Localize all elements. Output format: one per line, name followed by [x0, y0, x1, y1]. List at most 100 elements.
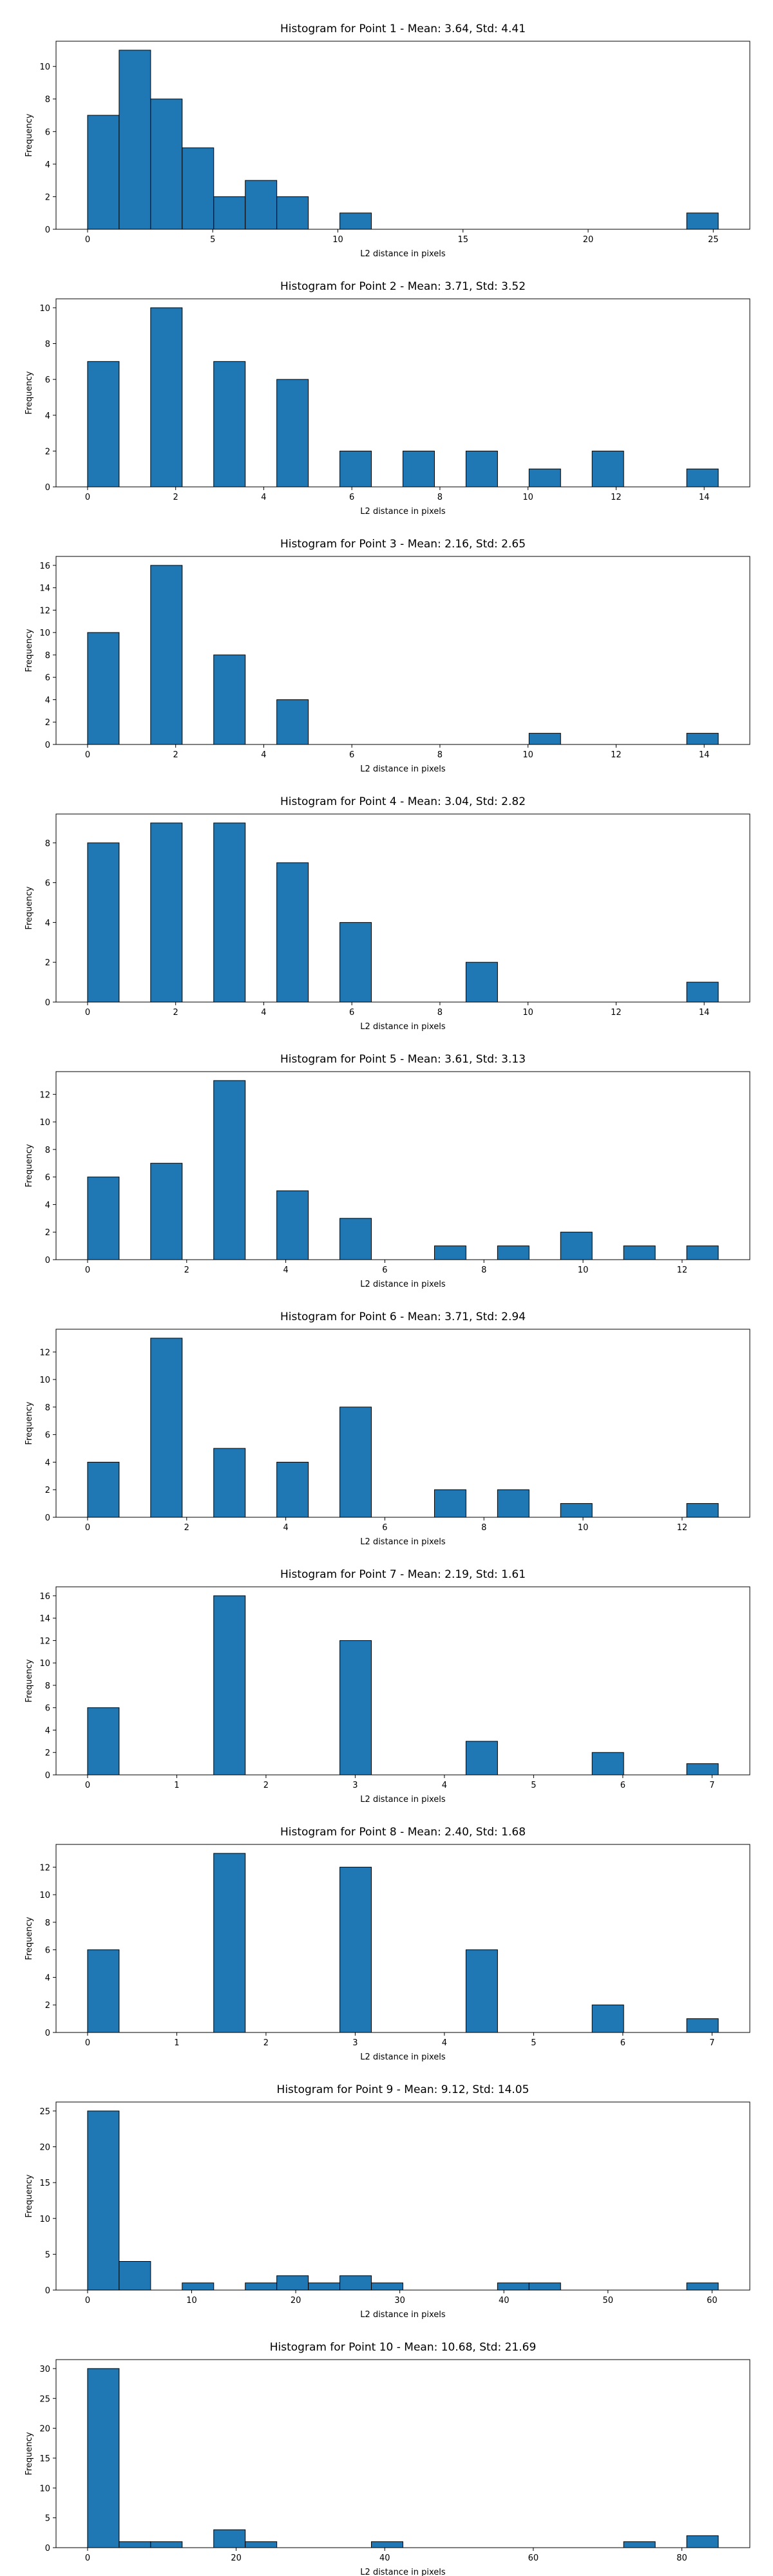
axes-frame [55, 2101, 750, 2291]
histogram-bar [686, 1763, 719, 1776]
chart-title: Histogram for Point 1 - Mean: 3.64, Std:… [280, 23, 526, 35]
histogram-bar [276, 196, 309, 230]
x-tick-label: 4 [261, 1008, 266, 1018]
histogram-bar [686, 1503, 719, 1518]
x-tick-label: 40 [379, 2553, 390, 2563]
histogram-bar [686, 981, 719, 1003]
histogram-bar [213, 196, 246, 230]
y-tick-label: 2 [45, 718, 50, 728]
x-tick-label: 10 [186, 2296, 197, 2306]
x-tick-label: 12 [677, 1523, 688, 1533]
x-tick-label: 10 [578, 1265, 589, 1275]
y-axis-label: Frequency [24, 629, 34, 672]
y-tick-label: 16 [39, 1592, 50, 1602]
histogram-bar [150, 99, 183, 230]
histogram-bar [87, 2110, 120, 2291]
histogram-bar [119, 50, 151, 230]
y-tick-label: 10 [39, 629, 50, 638]
x-tick-label: 4 [283, 1265, 288, 1275]
histogram-bar [87, 361, 120, 488]
x-tick-label: 6 [620, 2038, 625, 2048]
y-tick-label: 10 [39, 62, 50, 72]
histogram-bar [686, 1245, 719, 1260]
histogram-bar [276, 862, 309, 1003]
subplot: Histogram for Point 8 - Mean: 2.40, Std:… [24, 1826, 750, 2062]
x-tick-label: 40 [499, 2296, 510, 2306]
x-axis-label: L2 distance in pixels [360, 1537, 446, 1547]
histogram-bar [245, 2541, 278, 2548]
x-tick-label: 8 [437, 750, 443, 760]
y-tick-label: 12 [39, 1636, 50, 1646]
axes-frame [55, 813, 750, 1003]
histogram-bar [119, 2261, 151, 2291]
x-tick-label: 8 [437, 1008, 443, 1018]
y-tick-label: 8 [45, 340, 50, 350]
x-tick-label: 3 [352, 2038, 358, 2048]
histogram-bar [465, 1741, 498, 1776]
histogram-bar [213, 1448, 246, 1518]
histogram-bar [150, 307, 183, 488]
histogram-bar [150, 1162, 183, 1260]
y-tick-label: 0 [45, 1256, 50, 1265]
x-tick-label: 10 [522, 750, 533, 760]
y-axis-label: Frequency [24, 1401, 34, 1444]
y-tick-label: 2 [45, 1228, 50, 1238]
y-tick-label: 4 [45, 160, 50, 170]
histogram-bar [87, 1177, 120, 1260]
y-tick-label: 10 [39, 1376, 50, 1385]
histogram-bar [339, 213, 372, 230]
subplot: Histogram for Point 1 - Mean: 3.64, Std:… [24, 23, 750, 259]
x-tick-label: 4 [261, 493, 266, 502]
x-tick-label: 20 [291, 2296, 301, 2306]
y-axis-label: Frequency [24, 1659, 34, 1702]
x-tick-label: 60 [707, 2296, 718, 2306]
histogram-bar [465, 450, 498, 488]
x-tick-label: 60 [528, 2553, 539, 2563]
x-tick-label: 5 [531, 1781, 536, 1790]
y-tick-label: 4 [45, 1973, 50, 1983]
x-axis-label: L2 distance in pixels [360, 2310, 446, 2320]
x-tick-label: 12 [611, 493, 622, 502]
y-axis-label: Frequency [24, 2174, 34, 2217]
y-tick-label: 12 [39, 606, 50, 616]
x-tick-label: 12 [611, 1008, 622, 1018]
x-tick-label: 4 [283, 1523, 288, 1533]
subplot: Histogram for Point 10 - Mean: 10.68, St… [24, 2341, 750, 2576]
histogram-bar [308, 2282, 341, 2291]
y-tick-label: 0 [45, 2544, 50, 2553]
y-tick-label: 0 [45, 741, 50, 750]
x-tick-label: 5 [531, 2038, 536, 2048]
y-tick-label: 2 [45, 447, 50, 457]
histogram-bar [213, 1853, 246, 2033]
histogram-bar [686, 213, 719, 230]
x-tick-label: 10 [332, 235, 343, 245]
y-tick-label: 6 [45, 1704, 50, 1714]
x-axis-label: L2 distance in pixels [360, 1795, 446, 1804]
y-tick-label: 10 [39, 1659, 50, 1669]
x-tick-label: 0 [85, 2038, 90, 2048]
y-tick-label: 6 [45, 375, 50, 385]
histogram-bar [213, 1595, 246, 1776]
histogram-bar [465, 961, 498, 1003]
axes-frame [55, 2359, 750, 2548]
x-tick-label: 8 [481, 1523, 486, 1533]
x-tick-label: 12 [677, 1265, 688, 1275]
y-tick-label: 2 [45, 2001, 50, 2011]
y-tick-label: 6 [45, 1431, 50, 1441]
x-tick-label: 6 [382, 1523, 387, 1533]
x-tick-label: 2 [173, 750, 178, 760]
histogram-bar [528, 733, 561, 745]
x-tick-label: 2 [263, 2038, 269, 2048]
y-tick-label: 0 [45, 998, 50, 1008]
histogram-bar [686, 2282, 719, 2291]
x-tick-label: 4 [442, 2038, 447, 2048]
histogram-bar [182, 2282, 215, 2291]
y-tick-label: 20 [39, 2143, 50, 2153]
x-axis-label: L2 distance in pixels [360, 1280, 446, 1289]
x-tick-label: 7 [709, 1781, 714, 1790]
x-tick-label: 0 [85, 2553, 90, 2563]
y-tick-label: 6 [45, 674, 50, 683]
histogram-bar [245, 2282, 278, 2291]
y-tick-label: 10 [39, 2215, 50, 2224]
